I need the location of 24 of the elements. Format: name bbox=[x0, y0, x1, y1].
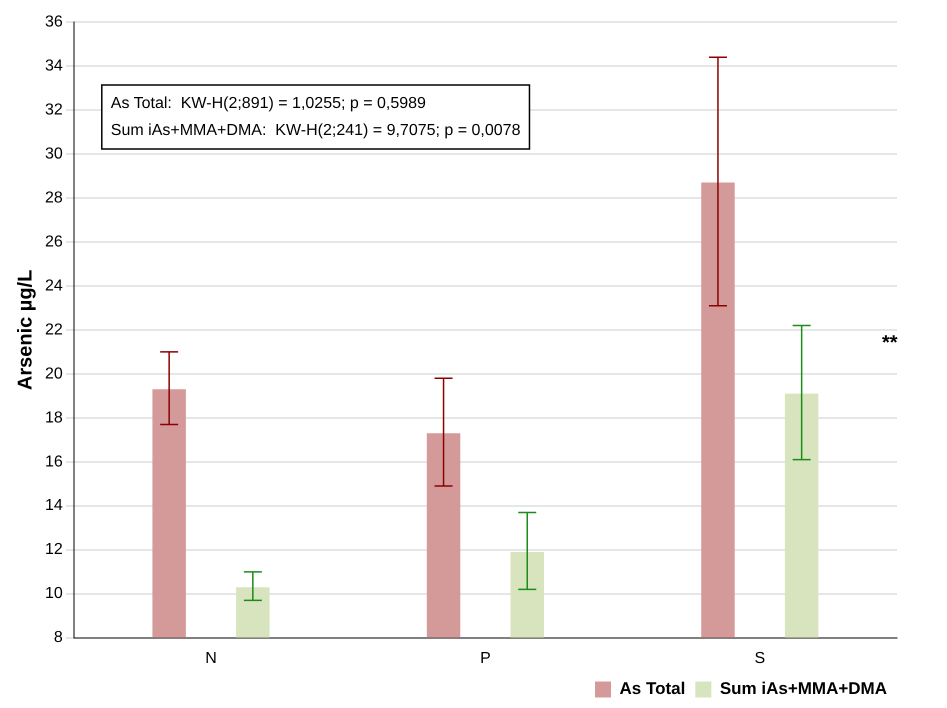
annotation: Sum iAs+MMA+DMA: KW-H(2;241) = 9,7075; p = 0,0078 bbox=[110, 122, 521, 139]
y-tick-label: 30 bbox=[45, 145, 63, 162]
legend-label: Sum iAs+MMA+DMA bbox=[720, 679, 887, 698]
y-tick-label: 10 bbox=[45, 585, 63, 602]
y-tick-label: 18 bbox=[45, 409, 63, 426]
y-tick-label: 14 bbox=[45, 497, 63, 514]
legend-label: As Total bbox=[620, 679, 686, 698]
y-tick-label: 20 bbox=[45, 365, 63, 382]
y-tick-label: 32 bbox=[45, 101, 63, 118]
y-tick-label: 12 bbox=[45, 541, 63, 558]
x-tick-label: S bbox=[754, 650, 766, 667]
y-tick-label: 16 bbox=[45, 453, 63, 470]
y-tick-label: 22 bbox=[45, 321, 63, 338]
annotation: ** bbox=[882, 332, 898, 354]
x-tick-label: N bbox=[205, 650, 217, 667]
y-tick-label: 8 bbox=[54, 629, 63, 646]
y-tick-label: 36 bbox=[45, 13, 63, 30]
y-axis-title: Arsenic µg/L bbox=[14, 270, 37, 390]
annotation: As Total: KW-H(2;891) = 1,0255; p = 0,5989 bbox=[110, 94, 426, 112]
y-tick-label: 24 bbox=[45, 277, 63, 294]
x-tick-label: P bbox=[480, 650, 491, 667]
y-tick-label: 26 bbox=[45, 233, 63, 250]
y-tick-label: 34 bbox=[45, 57, 63, 74]
y-tick-label: 28 bbox=[45, 189, 63, 206]
